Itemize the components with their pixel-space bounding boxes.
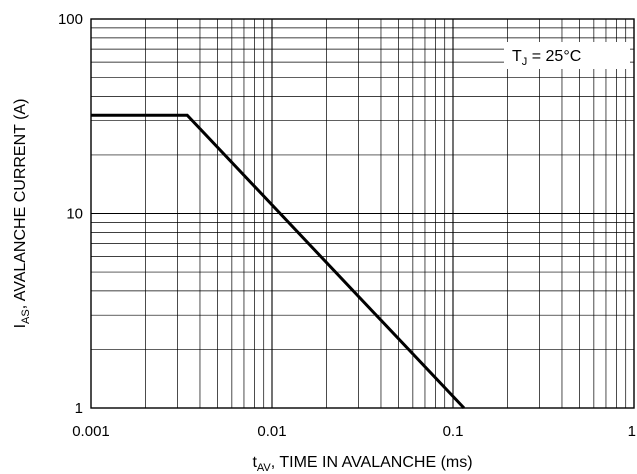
annotation-box: TJ = 25°C — [504, 42, 630, 69]
grid — [91, 19, 634, 408]
y-tick-label: 10 — [66, 206, 83, 223]
y-tick-label: 100 — [58, 11, 83, 28]
annotation-background — [504, 42, 630, 69]
y-tick-labels: 1 10 100 — [58, 11, 83, 417]
x-tick-label: 0.01 — [257, 423, 286, 440]
x-tick-labels: 0.001 0.01 0.1 1 — [72, 423, 636, 440]
plot-frame — [90, 18, 635, 409]
series-layer — [91, 113, 466, 410]
x-axis-title: tAV, TIME IN AVALANCHE (ms) — [252, 454, 472, 474]
y-axis-title: IAS, AVALANCHE CURRENT (A) — [12, 99, 32, 329]
x-tick-label: 0.001 — [72, 423, 110, 440]
x-tick-label: 0.1 — [443, 423, 464, 440]
temperature-annotation: TJ = 25°C — [512, 48, 581, 68]
y-tick-label: 1 — [75, 400, 83, 417]
series-line-avalanche-current — [91, 113, 466, 410]
x-tick-label: 1 — [628, 423, 636, 440]
